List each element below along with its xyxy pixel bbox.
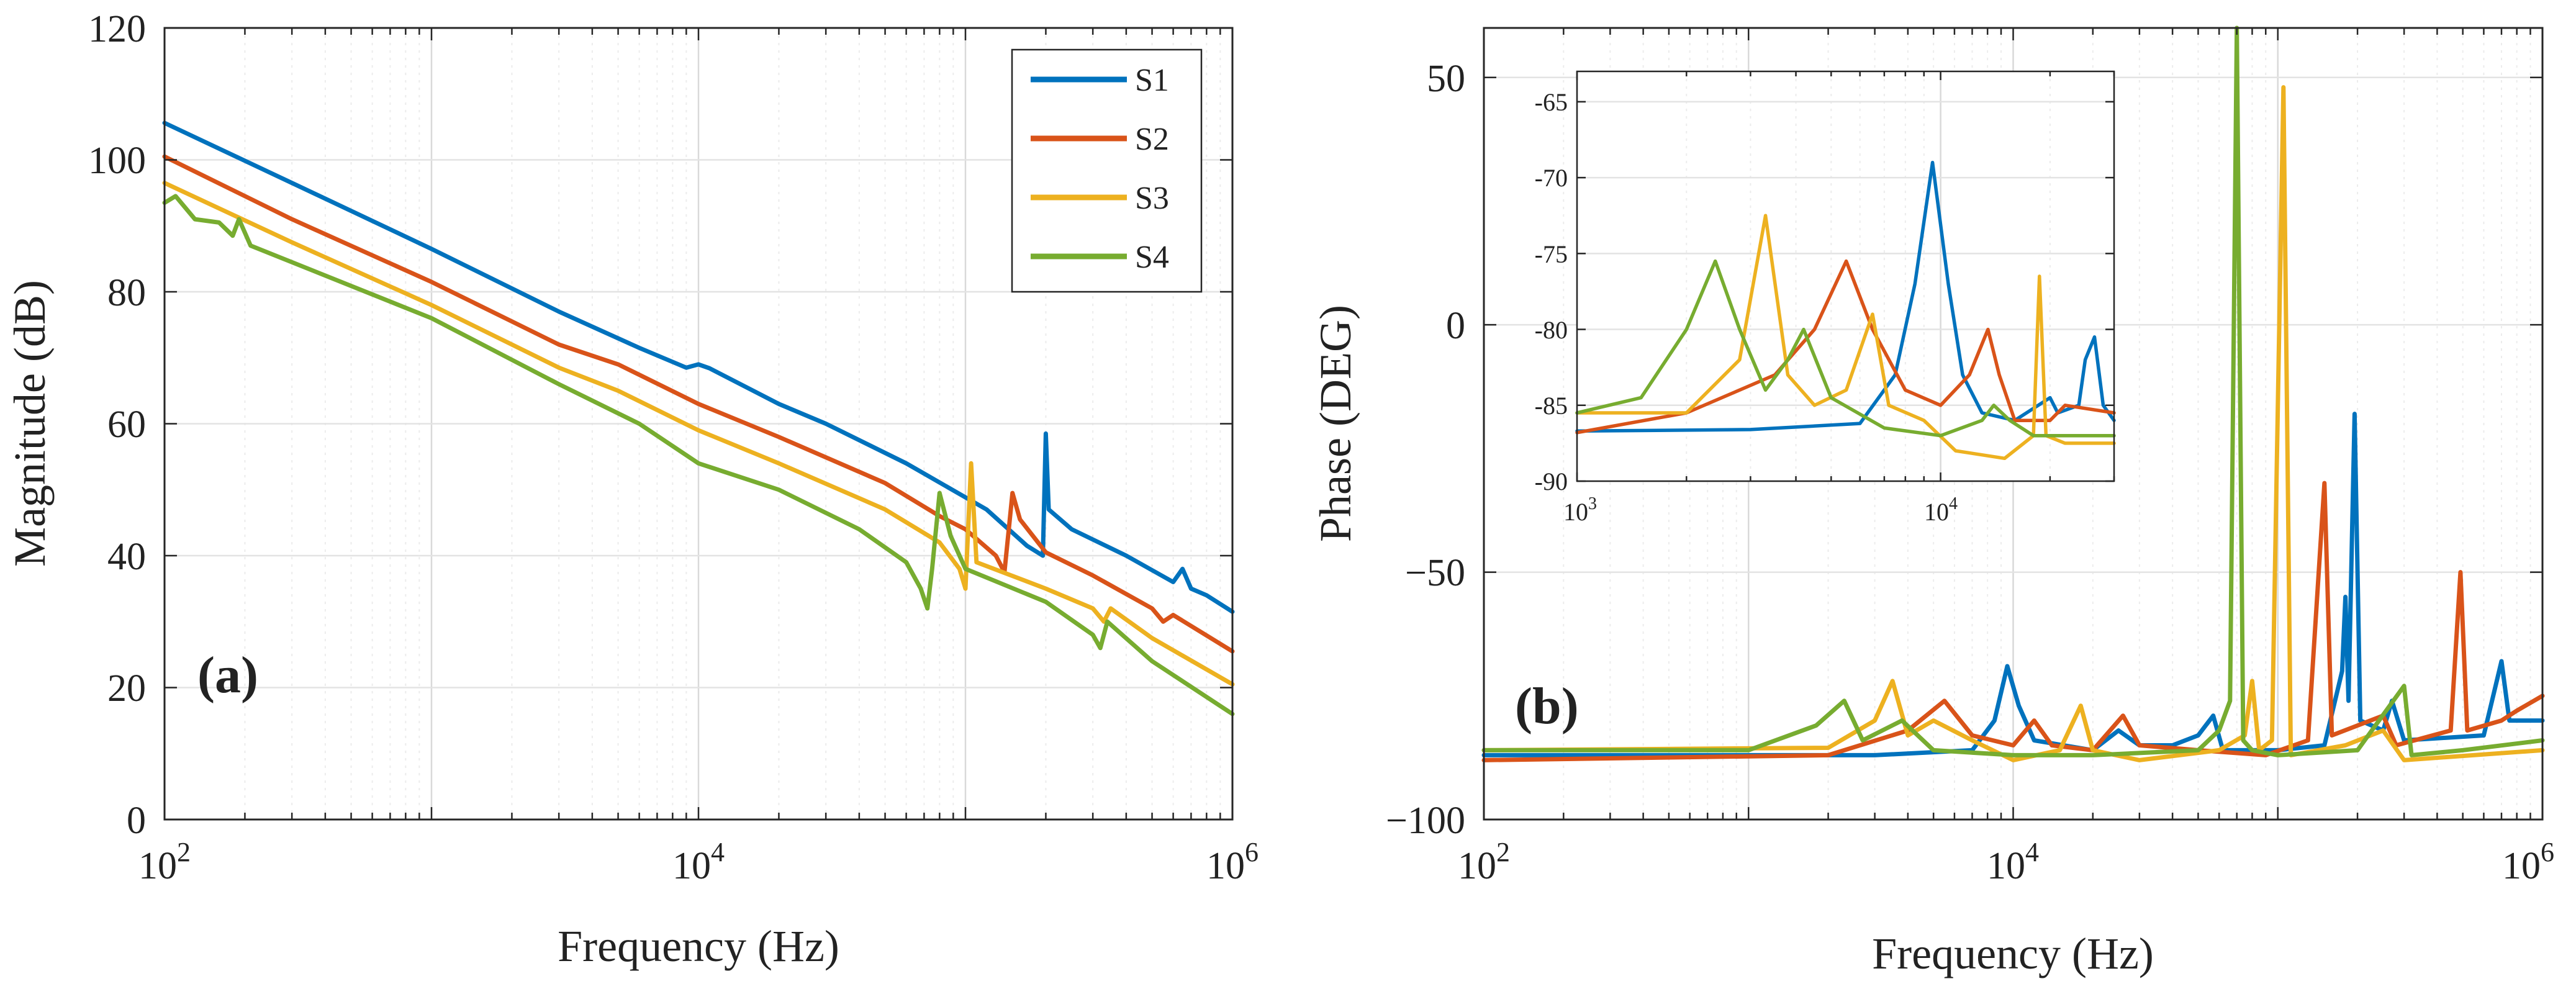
- inset-series: [1575, 160, 2116, 461]
- magnitude-series: [162, 120, 1235, 716]
- inset-x-tick: 103: [1563, 494, 1597, 526]
- magnitude-y-tick: 120: [88, 8, 146, 50]
- phase-y-axis-label: Phase (DEG): [1311, 305, 1360, 542]
- legend-label-s1: S1: [1135, 63, 1169, 98]
- magnitude-y-tick: 20: [107, 667, 146, 710]
- inset-y-tick: -75: [1535, 240, 1568, 268]
- inset-y-tick: -70: [1535, 164, 1568, 192]
- magnitude-tick-marks: [163, 27, 1232, 821]
- inset-series-s1: [1575, 160, 2116, 433]
- magnitude-y-axis-label: Magnitude (dB): [5, 280, 55, 567]
- inset-series-s4: [1575, 259, 2116, 438]
- inset-series-s3: [1575, 214, 2116, 461]
- panel-label-a: (a): [197, 646, 258, 704]
- magnitude-chart: 0 20 40 60 80 100 120 102 104 106 Freque…: [5, 8, 1259, 971]
- magnitude-y-tick: 100: [88, 140, 146, 182]
- phase-x-axis-label: Frequency (Hz): [1872, 929, 2154, 978]
- inset-x-tick: 104: [1924, 494, 1958, 526]
- magnitude-x-tick: 104: [672, 837, 725, 887]
- magnitude-x-axis-label: Frequency (Hz): [558, 921, 839, 971]
- magnitude-y-tick: 80: [107, 272, 146, 314]
- legend-box: [1011, 48, 1203, 293]
- inset-y-tick: -65: [1535, 88, 1568, 116]
- inset-y-tick: -90: [1535, 467, 1568, 495]
- magnitude-y-tick: 40: [107, 536, 146, 578]
- phase-x-tick: 104: [1987, 837, 2039, 887]
- magnitude-x-tick: 106: [1206, 837, 1259, 887]
- magnitude-x-tick: 102: [138, 837, 191, 887]
- phase-y-tick: −100: [1386, 800, 1465, 842]
- phase-y-tick: 0: [1446, 305, 1465, 347]
- magnitude-series-s1: [162, 120, 1235, 614]
- inset-y-tick: -85: [1535, 392, 1568, 420]
- panel-label-b: (b): [1515, 677, 1579, 735]
- phase-series: [1481, 25, 2545, 762]
- legend: S1 S2 S3 S4: [1011, 48, 1203, 293]
- phase-y-tick: 50: [1427, 58, 1465, 100]
- phase-chart: −100 −50 0 50 102 104 106 Frequency (Hz)…: [1311, 25, 2554, 978]
- legend-label-s3: S3: [1135, 181, 1169, 216]
- magnitude-series-s4: [162, 194, 1235, 716]
- legend-label-s2: S2: [1135, 122, 1169, 157]
- phase-tick-marks: [1483, 28, 2542, 821]
- phase-x-tick: 102: [1458, 837, 1510, 887]
- inset-axes-box: [1576, 70, 2115, 482]
- inset-tick-marks: [1576, 71, 2115, 482]
- magnitude-y-tick: 60: [107, 404, 146, 446]
- phase-inset-chart: -90 -85 -80 -75 -70 -65 103 104: [1535, 70, 2116, 526]
- inset-y-tick: -80: [1535, 316, 1568, 344]
- phase-series-s2: [1481, 481, 2545, 762]
- legend-label-s4: S4: [1135, 240, 1169, 275]
- phase-x-tick: 106: [2502, 837, 2554, 887]
- phase-series-s4: [1481, 25, 2545, 757]
- magnitude-series-s2: [162, 154, 1235, 654]
- magnitude-y-tick: 0: [127, 800, 146, 842]
- phase-y-tick: −50: [1405, 552, 1465, 594]
- magnitude-series-s3: [162, 181, 1235, 687]
